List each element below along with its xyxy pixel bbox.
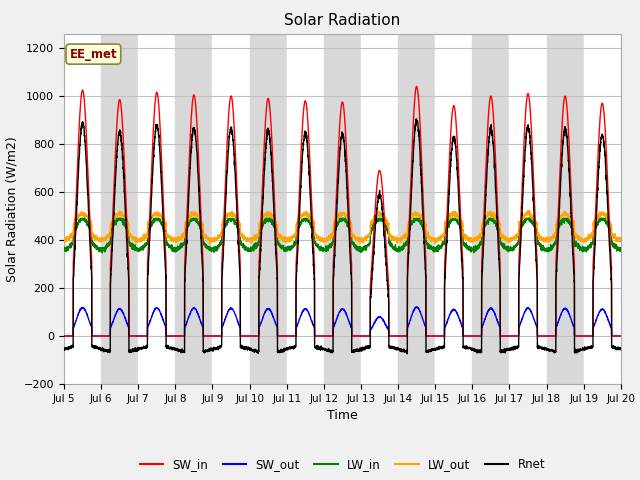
Bar <box>64 34 101 384</box>
Bar <box>287 34 324 384</box>
Bar <box>212 34 250 384</box>
Text: EE_met: EE_met <box>70 48 117 60</box>
Bar <box>324 34 361 384</box>
Bar <box>435 34 472 384</box>
Bar <box>175 34 212 384</box>
Legend: SW_in, SW_out, LW_in, LW_out, Rnet: SW_in, SW_out, LW_in, LW_out, Rnet <box>135 454 550 476</box>
Y-axis label: Solar Radiation (W/m2): Solar Radiation (W/m2) <box>5 136 18 282</box>
Bar <box>398 34 435 384</box>
Bar <box>547 34 584 384</box>
Bar <box>250 34 287 384</box>
Bar <box>361 34 398 384</box>
Bar <box>509 34 547 384</box>
Bar <box>472 34 509 384</box>
Title: Solar Radiation: Solar Radiation <box>284 13 401 28</box>
X-axis label: Time: Time <box>327 409 358 422</box>
Bar <box>584 34 621 384</box>
Bar <box>101 34 138 384</box>
Bar <box>138 34 175 384</box>
